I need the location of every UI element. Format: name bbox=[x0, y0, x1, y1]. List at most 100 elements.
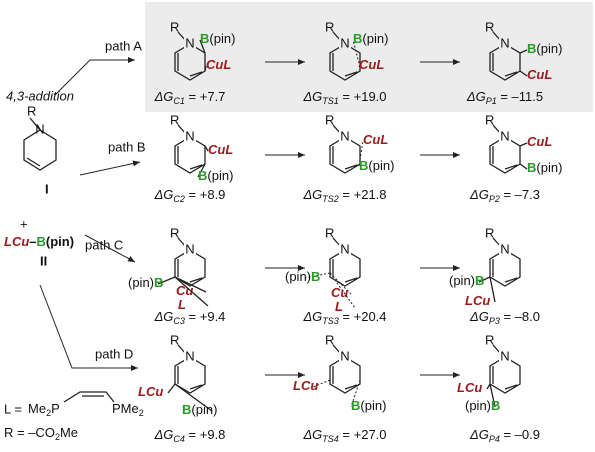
path-label: path B bbox=[108, 139, 146, 154]
energy-value: = +21.8 bbox=[339, 187, 387, 202]
substituent: CuL bbox=[208, 142, 233, 157]
substituent: B(pin) bbox=[359, 158, 394, 173]
energy-label: ΔGTS4 = +27.0 bbox=[302, 427, 386, 444]
path-label: path A bbox=[105, 38, 142, 53]
energy-label: ΔGP4 = –0.9 bbox=[469, 427, 540, 444]
text-segment: (pin) bbox=[368, 158, 394, 173]
energy-symbol: ΔG bbox=[154, 309, 174, 324]
atom-n: N bbox=[185, 241, 194, 256]
energy-label: ΔGC2 = +8.9 bbox=[154, 187, 226, 204]
text-segment: (pin) bbox=[449, 273, 475, 288]
text-segment: R = –CO bbox=[4, 425, 55, 440]
text-segment: CuL bbox=[208, 142, 233, 157]
text-segment: B bbox=[154, 275, 163, 290]
substituent: B(pin) bbox=[527, 160, 562, 175]
energy-value: = +27.0 bbox=[339, 427, 387, 442]
text-segment: CuL bbox=[359, 57, 384, 72]
substituent: CuL bbox=[527, 67, 552, 82]
energy-value: = +20.4 bbox=[339, 309, 387, 324]
atom-n: N bbox=[340, 128, 349, 143]
text-segment: (pin) bbox=[362, 31, 388, 46]
text-segment: CuL bbox=[206, 57, 231, 72]
text-segment: B bbox=[198, 168, 207, 183]
substituent: (pin)B bbox=[465, 398, 500, 413]
energy-symbol: ΔG bbox=[469, 427, 489, 442]
substituent: B(pin) bbox=[200, 31, 235, 46]
path-label: path D bbox=[95, 346, 133, 361]
energy-subscript: P1 bbox=[486, 96, 497, 106]
atom-n: N bbox=[500, 128, 509, 143]
text-segment: LCu bbox=[293, 378, 318, 393]
text-segment: LCu bbox=[457, 380, 482, 395]
substituent: LCu bbox=[293, 378, 318, 393]
text-segment: Me bbox=[60, 425, 78, 440]
energy-symbol: ΔG bbox=[469, 309, 489, 324]
plus: + bbox=[20, 216, 28, 231]
energy-subscript: P4 bbox=[489, 434, 500, 444]
energy-symbol: ΔG bbox=[466, 89, 486, 104]
path-arrow bbox=[80, 162, 140, 175]
energy-subscript: TS4 bbox=[322, 434, 339, 444]
energy-symbol: ΔG bbox=[469, 187, 489, 202]
text-segment: CuL bbox=[527, 134, 552, 149]
energy-subscript: TS1 bbox=[322, 96, 339, 106]
substituent: CuL bbox=[206, 57, 231, 72]
energy-value: = –7.3 bbox=[500, 187, 540, 202]
atom-n: N bbox=[340, 241, 349, 256]
ligand-bond bbox=[64, 392, 114, 402]
text-segment: B bbox=[527, 41, 536, 56]
atom-r: R bbox=[325, 19, 334, 34]
atom-r: R bbox=[325, 332, 334, 347]
text-segment: (pin) bbox=[209, 31, 235, 46]
addition-label: 4,3-addition bbox=[6, 88, 74, 103]
energy-symbol: ΔG bbox=[154, 187, 174, 202]
text-segment: (pin) bbox=[46, 234, 74, 249]
atom-r: R bbox=[485, 225, 494, 240]
atom-r: R bbox=[170, 112, 179, 127]
bond bbox=[520, 164, 527, 169]
substituent: CuL bbox=[359, 57, 384, 72]
energy-symbol: ΔG bbox=[302, 89, 322, 104]
text-segment: CuL bbox=[363, 132, 388, 147]
atom-r: R bbox=[485, 332, 494, 347]
energy-subscript: TS2 bbox=[322, 194, 339, 204]
text-segment: Cu bbox=[331, 285, 348, 300]
bond bbox=[520, 143, 527, 146]
energy-subscript: C1 bbox=[173, 96, 185, 106]
energy-symbol: ΔG bbox=[302, 309, 322, 324]
text-segment: B bbox=[200, 31, 209, 46]
energy-label: ΔGP1 = –11.5 bbox=[466, 89, 543, 106]
substituent: LCu bbox=[138, 384, 163, 399]
substituent: LCu bbox=[457, 380, 482, 395]
substituent: (pin)B bbox=[285, 269, 320, 284]
compound-id: I bbox=[45, 181, 49, 196]
substituent: (pin)B bbox=[449, 273, 484, 288]
energy-symbol: ΔG bbox=[154, 427, 174, 442]
scheme: R N I + LCu–B(pin) II 4,3-addition L = M… bbox=[0, 0, 595, 447]
energy-symbol: ΔG bbox=[302, 427, 322, 442]
energy-symbol: ΔG bbox=[302, 187, 322, 202]
energy-label: ΔGP2 = –7.3 bbox=[469, 187, 540, 204]
text-segment: (pin) bbox=[536, 160, 562, 175]
text-segment: B bbox=[475, 273, 484, 288]
atom-r: R bbox=[325, 112, 334, 127]
text-segment: LCu bbox=[4, 234, 29, 249]
energy-subscript: TS3 bbox=[322, 316, 339, 326]
substituent: CuL bbox=[363, 132, 388, 147]
page: {"left":{"R":"R","N":"N","id_I":"I","plu… bbox=[0, 0, 595, 447]
substituent: (pin)B bbox=[128, 275, 163, 290]
atom-n: N bbox=[185, 348, 194, 363]
text-segment: Me bbox=[28, 401, 46, 416]
substituent: B(pin) bbox=[182, 402, 217, 417]
energy-label: ΔGTS2 = +21.8 bbox=[302, 187, 386, 204]
substituent: B(pin) bbox=[198, 168, 233, 183]
text-segment: B bbox=[182, 402, 191, 417]
atom-r: R bbox=[485, 112, 494, 127]
atom-n: N bbox=[185, 35, 194, 50]
atom-n: N bbox=[340, 348, 349, 363]
text-segment: P bbox=[51, 401, 60, 416]
ligand-label: L = bbox=[4, 401, 22, 416]
text-segment: (pin) bbox=[285, 269, 311, 284]
energy-label: ΔGC3 = +9.4 bbox=[154, 309, 226, 326]
text-segment: – bbox=[29, 234, 36, 249]
